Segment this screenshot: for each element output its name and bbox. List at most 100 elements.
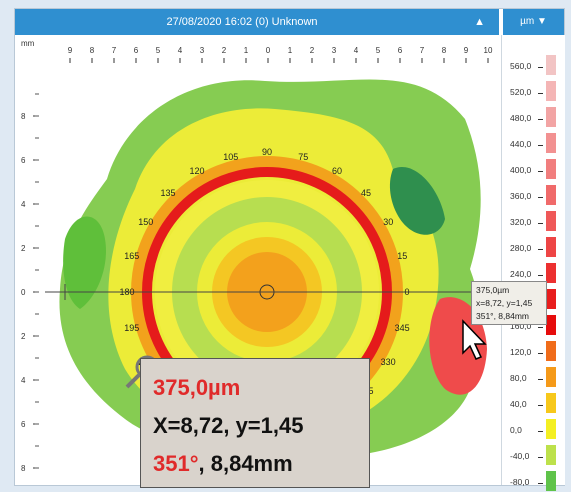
top-tick-label: 8	[90, 46, 95, 55]
scale-entry: 40,0	[502, 393, 565, 413]
color-scale: 560,0 520,0 480,0 440,0 400,0 360,0 320,0 280,0…	[501, 35, 565, 491]
top-tick-label: 9	[464, 46, 469, 55]
scale-entry: 320,0	[502, 211, 565, 231]
scale-tick	[538, 379, 543, 380]
left-tick-label: 8	[21, 112, 26, 121]
top-tick-label: 7	[420, 46, 425, 55]
scale-swatch	[546, 55, 556, 75]
scale-tick	[538, 249, 543, 250]
top-tick-label: 1	[244, 46, 249, 55]
scale-label: 320,0	[510, 217, 532, 227]
scale-entry: 520,0	[502, 81, 565, 101]
tooltip-value: 375,0µm	[476, 285, 510, 295]
top-tick-label: 3	[332, 46, 337, 55]
scale-entry: 120,0	[502, 341, 565, 361]
scale-label: 0,0	[510, 425, 522, 435]
scale-swatch	[546, 81, 556, 101]
scale-label: 40,0	[510, 399, 527, 409]
scale-swatch	[546, 133, 556, 153]
scale-tick	[538, 275, 543, 276]
tooltip-polar: 351°, 8,84mm	[476, 311, 530, 321]
scale-entry: 360,0	[502, 185, 565, 205]
scale-swatch	[546, 237, 556, 257]
angle-label: 105	[223, 152, 238, 162]
top-tick-label: 7	[112, 46, 117, 55]
angle-label: 90	[262, 147, 272, 157]
top-tick-label: 0	[266, 46, 271, 55]
scale-label: 440,0	[510, 139, 532, 149]
top-tick-label: 5	[156, 46, 161, 55]
top-tick-label: 4	[354, 46, 359, 55]
angle-label: 0	[404, 287, 409, 297]
zoomed-radius: , 8,84mm	[198, 451, 293, 476]
scale-label: 520,0	[510, 87, 532, 97]
scale-tick	[538, 431, 543, 432]
map-left-patch	[63, 216, 106, 309]
scale-swatch	[546, 185, 556, 205]
top-tick-label: 1	[288, 46, 293, 55]
angle-label: 195	[124, 323, 139, 333]
zoomed-polar: 351°, 8,84mm	[153, 445, 357, 483]
map-dark-green-patch	[389, 167, 445, 235]
scale-swatch	[546, 419, 556, 439]
scale-entry: 280,0	[502, 237, 565, 257]
left-tick-label: 8	[21, 464, 26, 473]
scale-swatch	[546, 159, 556, 179]
scale-label: 80,0	[510, 373, 527, 383]
left-tick-label: 0	[21, 288, 26, 297]
scale-label: 120,0	[510, 347, 532, 357]
zoomed-coords: X=8,72, y=1,45	[153, 413, 304, 438]
scale-swatch	[546, 445, 556, 465]
top-ruler: 9 8 7 6 5 4 3 2 1 0 1 2 3 4 5 6 7 8 9 10	[68, 46, 493, 63]
angle-label: 180	[119, 287, 134, 297]
scale-entry: 480,0	[502, 107, 565, 127]
angle-label: 330	[381, 357, 396, 367]
scale-label: 280,0	[510, 243, 532, 253]
angle-label: 30	[383, 217, 393, 227]
scale-entry: 0,0	[502, 419, 565, 439]
top-tick-label: 6	[134, 46, 139, 55]
scale-entry: -80,0	[502, 471, 565, 491]
angle-label: 75	[298, 152, 308, 162]
left-tick-label: 4	[21, 376, 26, 385]
scale-entry: 240,0	[502, 263, 565, 283]
scale-swatch	[546, 393, 556, 413]
angle-label: 120	[189, 166, 204, 176]
top-tick-label: 6	[398, 46, 403, 55]
scale-label: 480,0	[510, 113, 532, 123]
left-tick-label: 2	[21, 244, 26, 253]
zoomed-angle: 351°	[153, 451, 199, 476]
scale-entry: 440,0	[502, 133, 565, 153]
left-tick-label: 2	[21, 332, 26, 341]
scale-entry: 80,0	[502, 367, 565, 387]
scale-label: -40,0	[510, 451, 530, 461]
scale-tick	[538, 119, 543, 120]
hover-tooltip: 375,0µm x=8,72, y=1,45 351°, 8,84mm	[471, 281, 547, 325]
angle-label: 345	[395, 323, 410, 333]
angle-label: 15	[397, 251, 407, 261]
top-tick-label: 3	[200, 46, 205, 55]
zoomed-value: 375,0µm	[153, 375, 241, 400]
scale-tick	[538, 93, 543, 94]
scale-tick	[538, 353, 543, 354]
scale-label: -80,0	[510, 477, 530, 487]
scale-swatch	[546, 289, 556, 309]
left-tick-label: 6	[21, 156, 26, 165]
scale-swatch	[546, 315, 556, 335]
top-tick-label: 9	[68, 46, 73, 55]
unit-selector[interactable]: µm ▼	[503, 9, 564, 35]
scale-label: 160,0	[510, 321, 532, 331]
scale-tick	[538, 483, 543, 484]
top-tick-label: 8	[442, 46, 447, 55]
angle-label: 45	[361, 188, 371, 198]
scale-swatch	[546, 341, 556, 361]
angle-label: 165	[124, 251, 139, 261]
left-tick-label: 6	[21, 420, 26, 429]
scale-tick	[538, 223, 543, 224]
collapse-arrow-icon[interactable]: ▲	[474, 16, 485, 28]
scale-swatch	[546, 107, 556, 127]
scale-label: 360,0	[510, 191, 532, 201]
top-tick-label: 5	[376, 46, 381, 55]
angle-label: 60	[332, 166, 342, 176]
